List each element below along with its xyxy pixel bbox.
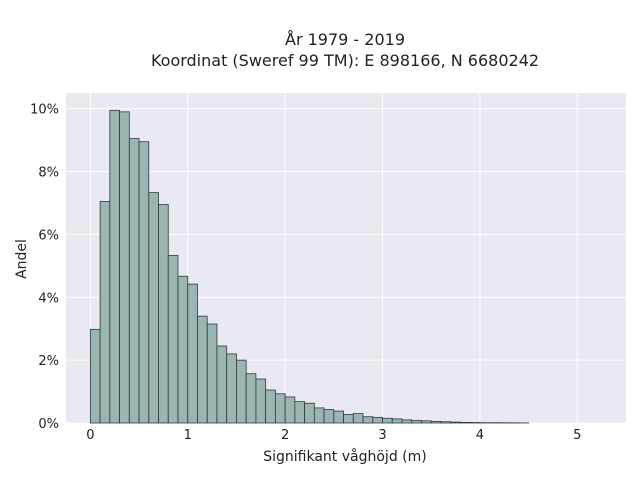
histogram-bar	[120, 112, 130, 423]
histogram-bar	[402, 420, 412, 423]
x-tick-label: 3	[378, 428, 386, 443]
histogram-bar	[159, 205, 169, 423]
y-axis-ticks: 0% 2% 4% 6% 8% 10%	[30, 103, 59, 432]
histogram-bar	[324, 409, 334, 423]
histogram-bar	[373, 417, 383, 423]
histogram-bar	[236, 360, 246, 423]
x-tick-label: 1	[184, 428, 192, 443]
histogram-bar	[431, 421, 441, 423]
histogram-bar	[305, 403, 315, 423]
y-tick-label: 4%	[38, 291, 59, 306]
histogram-bar	[100, 201, 110, 423]
histogram-bar	[451, 422, 461, 423]
histogram-bar	[188, 284, 198, 423]
chart-subtitle: Koordinat (Sweref 99 TM): E 898166, N 66…	[151, 51, 539, 70]
histogram-bar	[110, 110, 120, 423]
histogram-bar	[392, 419, 402, 423]
x-tick-label: 0	[86, 428, 94, 443]
y-axis-label: Andel	[14, 239, 30, 279]
histogram-bar	[266, 390, 276, 423]
histogram-bar	[246, 374, 256, 423]
histogram-bar	[314, 408, 324, 423]
histogram-bar	[178, 276, 188, 423]
histogram-bar	[90, 329, 100, 423]
y-tick-label: 8%	[38, 166, 59, 181]
histogram-bar	[441, 422, 451, 423]
x-axis-ticks: 0 1 2 3 4 5	[86, 428, 581, 443]
histogram-bar	[207, 324, 217, 423]
histogram-bar	[227, 354, 237, 423]
y-tick-label: 2%	[38, 354, 59, 369]
histogram-bar	[129, 139, 139, 423]
y-tick-label: 10%	[30, 103, 59, 118]
x-axis-label: Signifikant våghöjd (m)	[263, 448, 426, 465]
histogram-bar	[421, 421, 431, 423]
x-tick-label: 2	[281, 428, 289, 443]
x-tick-label: 5	[573, 428, 581, 443]
y-tick-label: 0%	[38, 417, 59, 432]
histogram-bar	[353, 414, 363, 423]
y-tick-label: 6%	[38, 228, 59, 243]
histogram-bar	[383, 418, 393, 423]
chart-title: År 1979 - 2019	[285, 30, 405, 49]
histogram-bar	[256, 379, 266, 423]
histogram-bar	[149, 193, 159, 423]
histogram-bar	[412, 420, 422, 423]
histogram-bar	[275, 394, 285, 423]
x-tick-label: 4	[476, 428, 484, 443]
histogram-bar	[197, 316, 207, 423]
histogram-bar	[295, 402, 305, 423]
histogram-bar	[285, 397, 295, 423]
histogram-bar	[363, 417, 373, 423]
histogram-bar	[460, 422, 470, 423]
histogram-bar	[217, 346, 227, 423]
histogram-bar	[344, 415, 354, 423]
histogram-bar	[168, 255, 178, 423]
histogram-bar	[334, 411, 344, 423]
histogram-bar	[139, 142, 149, 423]
